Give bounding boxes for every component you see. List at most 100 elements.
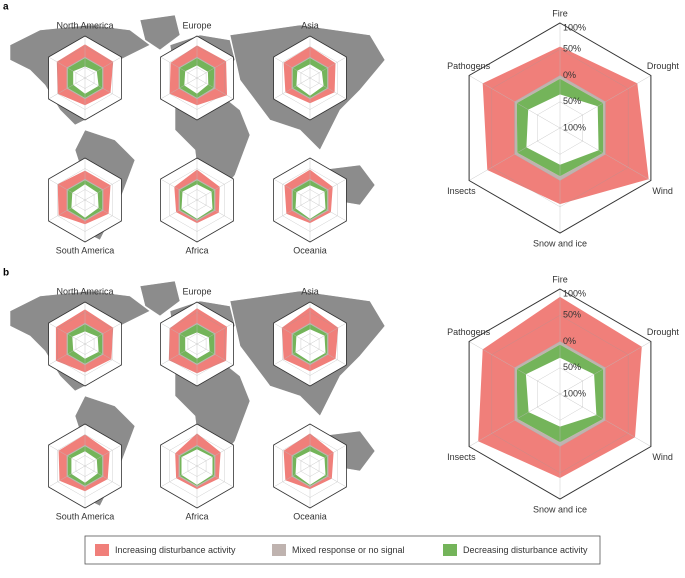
spoke (196, 199, 234, 222)
spoke (160, 77, 198, 100)
legend-label: Mixed response or no signal (292, 545, 405, 555)
axis-label: Pathogens (447, 61, 491, 71)
radar-frame (160, 423, 234, 509)
legend-swatch (95, 544, 109, 556)
spoke (196, 444, 234, 467)
spoke (84, 199, 122, 222)
spoke (559, 341, 652, 395)
increasing-area (175, 433, 221, 490)
spoke (559, 75, 652, 129)
legend-label: Increasing disturbance activity (115, 545, 236, 555)
axis-label: Wind (652, 452, 673, 462)
spoke (48, 77, 86, 100)
spoke (468, 393, 561, 447)
spoke (48, 343, 86, 366)
region-label: Oceania (293, 245, 327, 255)
decreasing-area (516, 78, 604, 177)
region-label: Asia (301, 286, 319, 296)
decreasing-area (67, 324, 103, 364)
spoke (84, 77, 122, 100)
region-label: South America (56, 511, 115, 521)
spoke (309, 199, 347, 222)
spoke (196, 56, 234, 79)
axis-label: Pathogens (447, 327, 491, 337)
spoke (309, 178, 347, 201)
radar-frame (48, 157, 122, 243)
increasing-area (56, 44, 114, 106)
axis-label: Insects (447, 452, 476, 462)
spoke (196, 77, 234, 100)
radar-frame (273, 301, 347, 387)
spoke (160, 199, 198, 222)
spoke (84, 465, 122, 488)
increasing-area (283, 46, 336, 104)
spoke (160, 178, 198, 201)
radar-frame (48, 35, 122, 121)
spoke (48, 199, 86, 222)
spoke (468, 341, 561, 395)
axis-label: Drought (647, 61, 680, 71)
spoke (84, 56, 122, 79)
legend-swatch (272, 544, 286, 556)
spoke (309, 465, 347, 488)
increasing-area (283, 433, 334, 490)
spoke (48, 465, 86, 488)
r-tick-label: 100% (563, 388, 586, 398)
region-label: North America (56, 20, 113, 30)
spoke (309, 322, 347, 345)
axis-label: Snow and ice (533, 238, 587, 248)
radar-frame (160, 157, 234, 243)
increasing-area (174, 169, 220, 224)
legend-label: Decreasing disturbance activity (463, 545, 588, 555)
spoke (273, 178, 311, 201)
increasing-area (169, 45, 227, 106)
axis-label: Fire (552, 8, 568, 18)
increasing-area (57, 170, 111, 225)
increasing-area (284, 169, 333, 224)
spoke (196, 343, 234, 366)
r-tick-label: 100% (563, 122, 586, 132)
legend-box (84, 535, 601, 565)
radar-frame (160, 35, 234, 121)
spoke (84, 322, 122, 345)
radar-frame (468, 288, 652, 500)
increasing-area (482, 46, 649, 205)
spoke (273, 343, 311, 366)
increasing-area (168, 308, 227, 374)
radar-frame (273, 423, 347, 509)
spoke (273, 199, 311, 222)
increasing-area (281, 307, 339, 372)
increasing-area (478, 296, 642, 478)
radar-frame (48, 423, 122, 509)
axis-label: Insects (447, 186, 476, 196)
region-label: North America (56, 286, 113, 296)
r-tick-label: 0% (563, 70, 576, 80)
spoke (468, 127, 561, 181)
legend-swatch (443, 544, 457, 556)
region-label: Asia (301, 20, 319, 30)
region-label: Europe (182, 286, 211, 296)
axis-label: Snow and ice (533, 504, 587, 514)
decreasing-area (179, 58, 215, 98)
spoke (273, 77, 311, 100)
spoke (468, 75, 561, 129)
radar-frame (468, 22, 652, 234)
panel-label: b (3, 268, 9, 279)
spoke (309, 343, 347, 366)
spoke (309, 444, 347, 467)
spoke (160, 56, 198, 79)
panel-label: a (3, 2, 9, 13)
radar-frame (273, 157, 347, 243)
spoke (160, 343, 198, 366)
spoke (160, 444, 198, 467)
decreasing-area (67, 446, 103, 486)
axis-label: Wind (652, 186, 673, 196)
spoke (273, 444, 311, 467)
spoke (273, 465, 311, 488)
region-label: Europe (182, 20, 211, 30)
spoke (48, 56, 86, 79)
spoke (273, 56, 311, 79)
region-label: Oceania (293, 511, 327, 521)
axis-label: Drought (647, 327, 680, 337)
